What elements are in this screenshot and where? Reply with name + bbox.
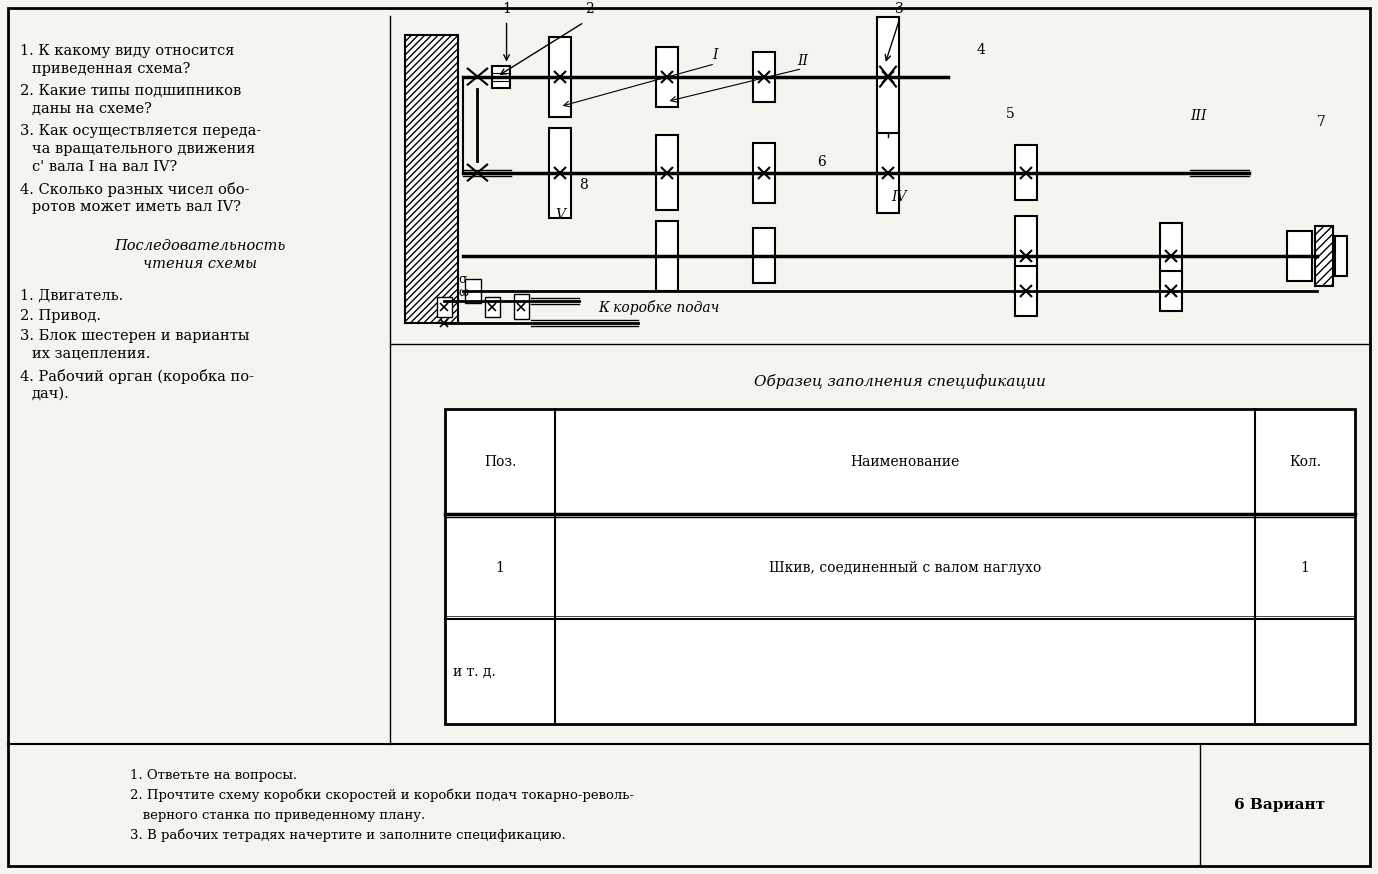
Text: V: V bbox=[555, 208, 565, 222]
Text: 2. Прочтите схему коробки скоростей и коробки подач токарно-револь-: 2. Прочтите схему коробки скоростей и ко… bbox=[130, 788, 634, 801]
Bar bbox=[1316, 225, 1334, 286]
Text: 2. Привод.: 2. Привод. bbox=[21, 309, 101, 323]
Text: чтения схемы: чтения схемы bbox=[143, 257, 258, 271]
Text: 7: 7 bbox=[1316, 115, 1326, 129]
Bar bbox=[656, 46, 678, 107]
Text: 3. В рабочих тетрадях начертите и заполните спецификацию.: 3. В рабочих тетрадях начертите и заполн… bbox=[130, 829, 566, 842]
Text: верного станка по приведенному плану.: верного станка по приведенному плану. bbox=[130, 808, 426, 822]
Text: 3. Блок шестерен и варианты: 3. Блок шестерен и варианты bbox=[21, 329, 249, 343]
Bar bbox=[405, 35, 457, 323]
Text: 4. Рабочий орган (коробка по-: 4. Рабочий орган (коробка по- bbox=[21, 369, 254, 384]
Bar bbox=[1160, 223, 1182, 288]
Text: с' вала I на вал IV?: с' вала I на вал IV? bbox=[32, 160, 178, 174]
Text: ча вращательного движения: ча вращательного движения bbox=[32, 142, 255, 156]
Text: 1: 1 bbox=[502, 2, 511, 16]
Bar bbox=[656, 221, 678, 291]
Text: 6: 6 bbox=[817, 156, 827, 170]
Text: 4. Сколько разных чисел обо-: 4. Сколько разных чисел обо- bbox=[21, 182, 249, 197]
Text: 1: 1 bbox=[1301, 561, 1309, 575]
Bar bbox=[405, 35, 457, 323]
Text: дач).: дач). bbox=[32, 387, 70, 401]
Text: 8: 8 bbox=[579, 177, 588, 191]
Bar bbox=[1014, 144, 1036, 199]
Text: Поз.: Поз. bbox=[484, 454, 517, 468]
Text: ротов может иметь вал IV?: ротов может иметь вал IV? bbox=[32, 200, 241, 214]
Text: 1: 1 bbox=[496, 561, 504, 575]
Text: Образец заполнения спецификации: Образец заполнения спецификации bbox=[754, 374, 1046, 389]
Text: Кол.: Кол. bbox=[1288, 454, 1322, 468]
Text: II: II bbox=[796, 54, 808, 68]
Text: и т. д.: и т. д. bbox=[453, 664, 496, 678]
Bar bbox=[752, 142, 774, 203]
Bar bbox=[1014, 266, 1036, 316]
Text: 1. Двигатель.: 1. Двигатель. bbox=[21, 289, 123, 303]
Bar bbox=[1287, 231, 1312, 281]
Bar bbox=[464, 279, 481, 303]
Bar bbox=[876, 17, 898, 136]
Text: Шкив, соединенный с валом наглухо: Шкив, соединенный с валом наглухо bbox=[769, 561, 1042, 575]
Text: Наименование: Наименование bbox=[850, 454, 959, 468]
Text: приведенная схема?: приведенная схема? bbox=[32, 62, 190, 76]
Bar bbox=[548, 128, 570, 218]
Text: 5: 5 bbox=[1006, 108, 1014, 121]
Text: 2: 2 bbox=[584, 2, 594, 16]
Text: 4: 4 bbox=[977, 43, 985, 57]
Bar bbox=[485, 297, 500, 317]
Bar bbox=[492, 66, 510, 87]
Bar bbox=[656, 135, 678, 210]
Text: ω: ω bbox=[457, 286, 469, 299]
Bar bbox=[1014, 216, 1036, 295]
Text: 1. К какому виду относится: 1. К какому виду относится bbox=[21, 44, 234, 58]
Bar bbox=[1160, 271, 1182, 311]
Text: 3: 3 bbox=[896, 2, 904, 16]
Bar bbox=[1335, 236, 1348, 276]
Text: даны на схеме?: даны на схеме? bbox=[32, 102, 152, 116]
Text: их зацепления.: их зацепления. bbox=[32, 347, 150, 361]
Bar bbox=[437, 297, 452, 317]
Text: I: I bbox=[712, 48, 718, 62]
Text: 1. Ответьте на вопросы.: 1. Ответьте на вопросы. bbox=[130, 768, 298, 781]
Bar bbox=[445, 409, 1355, 724]
Bar bbox=[548, 37, 570, 116]
Bar bbox=[752, 228, 774, 283]
Text: 3. Как осуществляется переда-: 3. Как осуществляется переда- bbox=[21, 124, 262, 138]
Text: σ: σ bbox=[457, 273, 467, 286]
Text: К коробке подач: К коробке подач bbox=[598, 300, 719, 315]
Bar bbox=[514, 294, 529, 319]
Bar bbox=[752, 52, 774, 101]
Bar bbox=[876, 133, 898, 212]
Text: Последовательность: Последовательность bbox=[114, 239, 285, 253]
Text: 6 Вариант: 6 Вариант bbox=[1235, 798, 1326, 812]
Text: III: III bbox=[1191, 108, 1207, 123]
Text: IV: IV bbox=[892, 191, 907, 205]
Text: 2. Какие типы подшипников: 2. Какие типы подшипников bbox=[21, 84, 241, 98]
